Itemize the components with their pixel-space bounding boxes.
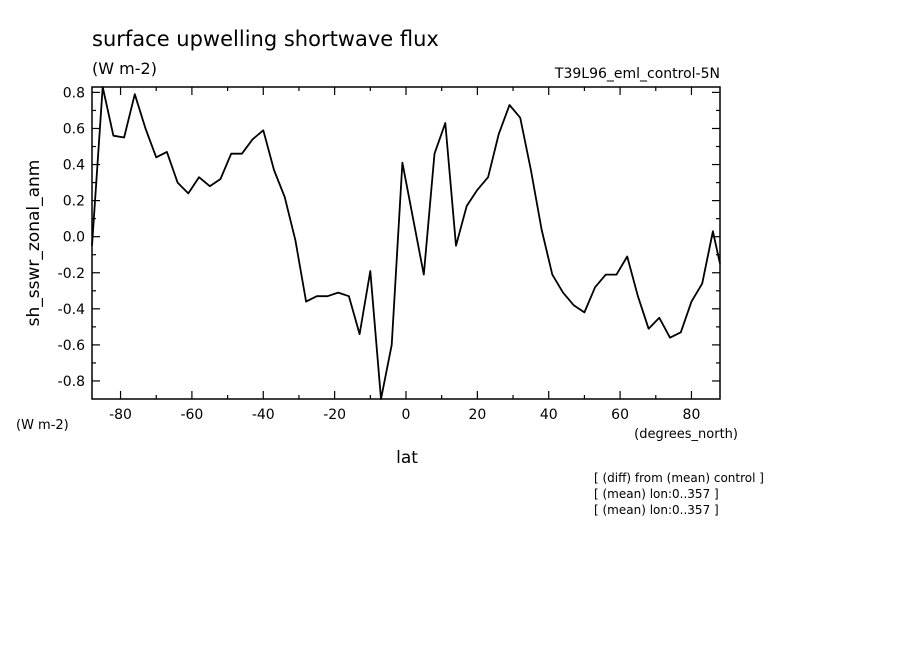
chart-title: surface upwelling shortwave flux xyxy=(92,27,439,51)
plot-frame xyxy=(91,86,721,400)
title-units: (W m-2) xyxy=(92,59,157,78)
axis-ticks xyxy=(92,87,720,399)
y-tick-label: 0.8 xyxy=(63,85,85,101)
y-axis-label: sh_sswr_zonal_anm xyxy=(24,160,44,327)
x-tick-label: -80 xyxy=(109,407,132,423)
x-tick-label: -60 xyxy=(180,407,203,423)
note-diff: [ (diff) from (mean) control ] xyxy=(594,471,764,485)
y-tick-label: 0.0 xyxy=(63,230,85,246)
x-axis-units: (degrees_north) xyxy=(634,427,738,442)
note-mean-lon-1: [ (mean) lon:0..357 ] xyxy=(594,487,719,501)
x-tick-label: 20 xyxy=(468,407,486,423)
x-axis-label: lat xyxy=(396,448,418,468)
y-tick-label: -0.4 xyxy=(58,302,85,318)
x-tick-label: 0 xyxy=(402,407,411,423)
note-mean-lon-2: [ (mean) lon:0..357 ] xyxy=(594,503,719,517)
x-tick-label: 60 xyxy=(611,407,629,423)
x-tick-label: -40 xyxy=(252,407,275,423)
y-tick-label: -0.8 xyxy=(58,374,85,390)
y-tick-label: -0.2 xyxy=(58,266,85,282)
y-tick-label: 0.2 xyxy=(63,194,85,210)
series-line xyxy=(91,86,721,400)
run-label: T39L96_eml_control-5N xyxy=(554,66,720,82)
x-tick-label: -20 xyxy=(323,407,346,423)
y-tick-label: 0.4 xyxy=(63,158,85,174)
tick-labels: -80 -60 -40 -20 0 20 40 60 80 0.8 0.6 0.4 0.2 0.0 -0.2… xyxy=(58,85,701,423)
y-tick-label: -0.6 xyxy=(58,338,85,354)
y-axis-units: (W m-2) xyxy=(16,418,69,433)
x-tick-label: 80 xyxy=(683,407,701,423)
x-tick-label: 40 xyxy=(540,407,558,423)
y-tick-label: 0.6 xyxy=(63,121,85,137)
